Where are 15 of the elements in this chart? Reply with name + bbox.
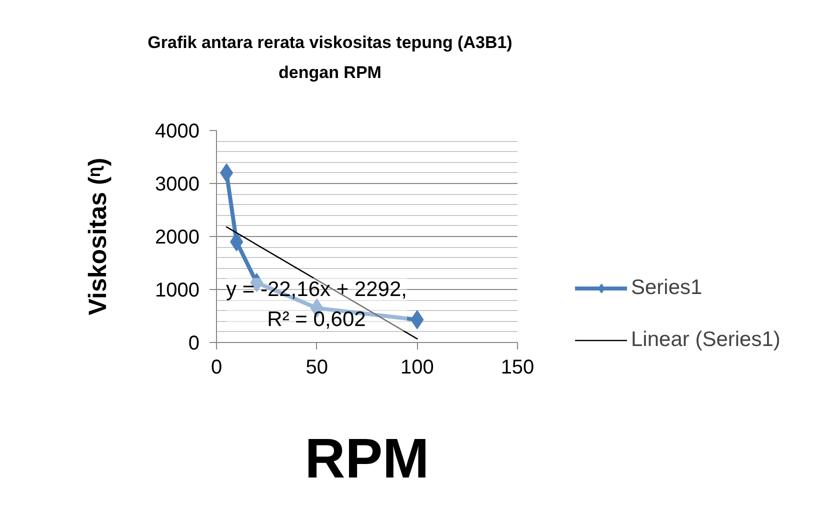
legend-label: Series1: [631, 276, 702, 300]
x-tick-label: 150: [500, 356, 534, 378]
x-tick-label: 50: [306, 356, 328, 378]
chart-title: Grafik antara rerata viskositas tepung (A3B1) dengan RPM: [146, 32, 514, 84]
y-tick-label: 1000: [155, 280, 200, 302]
legend-label: Linear (Series1): [631, 328, 780, 352]
annotation: y = -22,16x + 2292, R² = 0,602: [226, 278, 407, 331]
y-axis-title: Viskositas (ᶯ): [84, 158, 112, 316]
x-axis-title: RPM: [304, 426, 430, 490]
y-tick-label: 4000: [155, 120, 200, 142]
x-tick-label: 0: [210, 356, 222, 378]
x-tick-label: 100: [400, 356, 434, 378]
y-tick-label: 0: [188, 332, 200, 354]
y-tick-label: 3000: [155, 174, 200, 196]
y-tick-label: 2000: [155, 226, 200, 248]
